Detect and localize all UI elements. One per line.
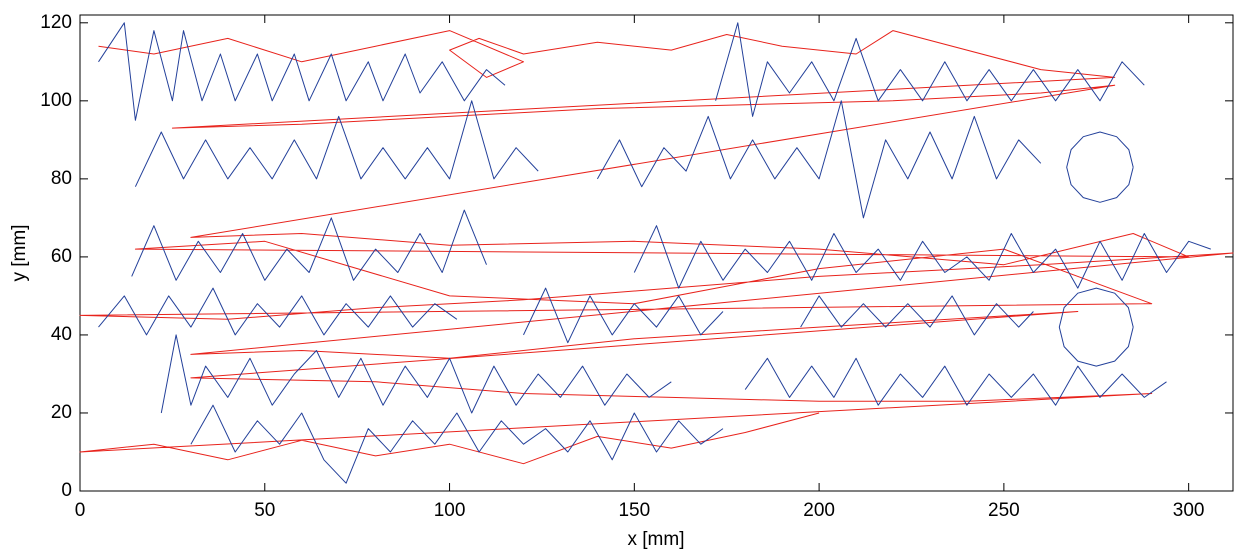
y-tick-label: 100 xyxy=(40,90,72,111)
y-tick-label: 60 xyxy=(51,246,72,267)
x-tick-label: 50 xyxy=(254,500,275,521)
x-tick-label: 0 xyxy=(75,500,86,521)
x-tick-label: 200 xyxy=(803,500,835,521)
y-axis-label: y [mm] xyxy=(9,225,30,282)
y-tick-label: 20 xyxy=(51,402,72,423)
trajectory xyxy=(98,22,1211,484)
y-tick-label: 120 xyxy=(40,12,72,33)
y-tick-label: 0 xyxy=(61,480,72,501)
x-tick-label: 300 xyxy=(1173,500,1205,521)
x-axis-label: x [mm] xyxy=(628,529,685,550)
y-tick-label: 40 xyxy=(51,324,72,345)
x-tick-label: 100 xyxy=(434,500,466,521)
y-tick-label: 80 xyxy=(51,168,72,189)
x-tick-label: 150 xyxy=(618,500,650,521)
x-tick-label: 250 xyxy=(988,500,1020,521)
trajectory xyxy=(79,30,1234,465)
